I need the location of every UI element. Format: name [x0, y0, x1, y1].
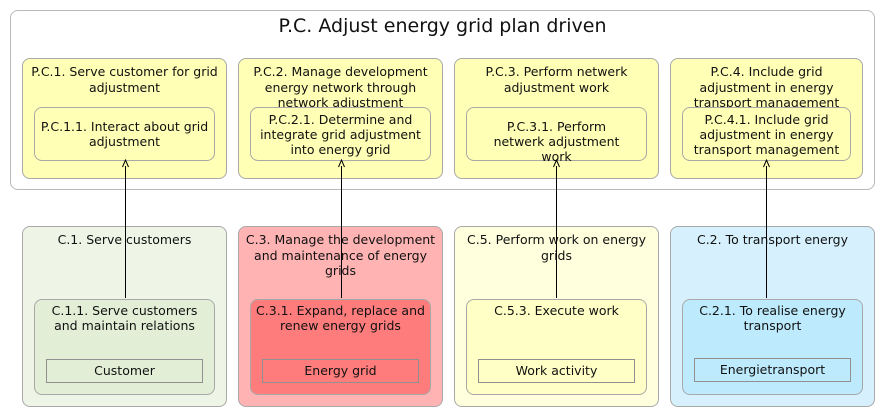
top-group-3-process-label: P.C.3.1. Perform netwerk adjustment work	[493, 119, 620, 164]
top-group-1-process-label: P.C.1.1. Interact about grid adjustment	[40, 119, 209, 149]
arrowhead-2	[338, 158, 345, 168]
bottom-group-4[interactable]: C.2. To transport energy C.2.1. To reali…	[670, 226, 875, 407]
top-group-1-title: P.C.1. Serve customer for grid adjustmen…	[31, 64, 218, 95]
bottom-group-3-function[interactable]: C.5.3. Execute work Work activity	[466, 299, 647, 395]
top-group-2-process-label: P.C.2.1. Determine and integrate grid ad…	[260, 112, 421, 157]
top-group-4[interactable]: P.C.4. Include grid adjustment in energy…	[670, 58, 863, 179]
bottom-group-2-object[interactable]: Energy grid	[262, 359, 419, 383]
bottom-group-4-function[interactable]: C.2.1. To realise energy transport Energ…	[682, 299, 863, 395]
bottom-group-2[interactable]: C.3. Manage the development and maintena…	[238, 226, 443, 407]
arrowhead-1	[122, 158, 129, 168]
bottom-group-2-function-label: C.3.1. Expand, replace and renew energy …	[256, 303, 425, 333]
arrowhead-3	[553, 158, 560, 168]
bottom-group-1[interactable]: C.1. Serve customers C.1.1. Serve custom…	[22, 226, 227, 407]
bottom-group-4-object[interactable]: Energietransport	[694, 358, 851, 382]
bottom-group-2-function[interactable]: C.3.1. Expand, replace and renew energy …	[250, 299, 431, 395]
top-group-1[interactable]: P.C.1. Serve customer for grid adjustmen…	[22, 58, 227, 179]
bottom-group-1-function[interactable]: C.1.1. Serve customers and maintain rela…	[34, 299, 215, 395]
top-group-3-title: P.C.3. Perform netwerk adjustment work	[485, 64, 628, 95]
top-group-2-title: P.C.2. Manage development energy network…	[253, 64, 428, 110]
top-group-4-title: P.C.4. Include grid adjustment in energy…	[693, 64, 840, 110]
bottom-group-2-title: C.3. Manage the development and maintena…	[245, 232, 436, 278]
diagram-title: P.C. Adjust energy grid plan driven	[278, 15, 607, 37]
bottom-group-1-title: C.1. Serve customers	[57, 232, 192, 247]
bottom-group-4-title: C.2. To transport energy	[696, 232, 849, 247]
bottom-group-1-function-label: C.1.1. Serve customers and maintain rela…	[51, 303, 198, 333]
bottom-group-4-function-label: C.2.1. To realise energy transport	[699, 303, 846, 333]
bottom-group-1-object[interactable]: Customer	[46, 359, 203, 383]
arrowhead-4	[763, 158, 770, 168]
top-group-2-process[interactable]: P.C.2.1. Determine and integrate grid ad…	[250, 107, 431, 161]
top-group-4-process-label: P.C.4.1. Include grid adjustment in ener…	[693, 112, 840, 157]
bottom-group-3-object[interactable]: Work activity	[478, 359, 635, 383]
top-group-1-process[interactable]: P.C.1.1. Interact about grid adjustment	[34, 107, 215, 161]
bottom-group-3-function-label: C.5.3. Execute work	[494, 303, 619, 318]
top-group-3[interactable]: P.C.3. Perform netwerk adjustment work P…	[454, 58, 659, 179]
top-group-3-process[interactable]: P.C.3.1. Perform netwerk adjustment work	[466, 107, 647, 164]
top-group-2[interactable]: P.C.2. Manage development energy network…	[238, 58, 443, 179]
